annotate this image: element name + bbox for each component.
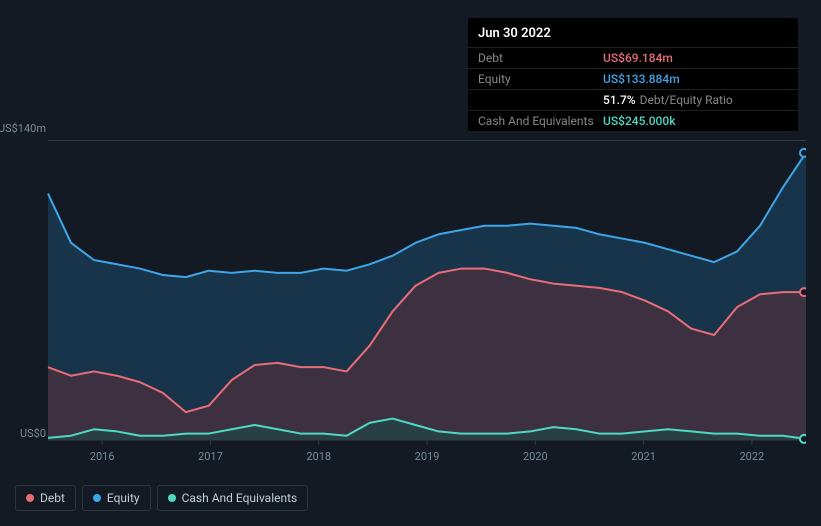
x-axis-tick: 2017 xyxy=(198,450,223,463)
tooltip-row: DebtUS$69.184m xyxy=(468,47,798,68)
legend-label: Cash And Equivalents xyxy=(182,491,298,505)
y-axis-min-label: US$0 xyxy=(0,427,46,440)
legend-dot-icon xyxy=(168,494,176,502)
gridline-top xyxy=(48,140,806,141)
tooltip-title: Jun 30 2022 xyxy=(468,24,798,47)
tooltip-row: 51.7% Debt/Equity Ratio xyxy=(468,89,798,110)
legend-item[interactable]: Debt xyxy=(15,485,76,511)
legend-item[interactable]: Cash And Equivalents xyxy=(157,485,309,511)
legend-label: Equity xyxy=(107,491,140,505)
chart-legend: Debt Equity Cash And Equivalents xyxy=(15,485,308,511)
legend-item[interactable]: Equity xyxy=(82,485,151,511)
tooltip-value: US$133.884m xyxy=(603,72,680,86)
x-axis-tick: 2018 xyxy=(306,450,331,463)
x-axis-tick: 2021 xyxy=(631,450,656,463)
chart-area: US$140m US$0 201620172018201920202021202… xyxy=(15,120,806,465)
area-chart-svg xyxy=(15,120,806,450)
tooltip-subvalue: Debt/Equity Ratio xyxy=(640,93,733,107)
x-axis-tick: 2022 xyxy=(739,450,764,463)
x-axis-tick: 2019 xyxy=(415,450,440,463)
tooltip-value: US$69.184m xyxy=(603,51,673,65)
legend-label: Debt xyxy=(40,491,65,505)
tooltip-row: EquityUS$133.884m xyxy=(468,68,798,89)
x-axis-tick: 2020 xyxy=(523,450,548,463)
tooltip-label xyxy=(478,93,603,107)
tooltip-value: 51.7% xyxy=(603,93,636,107)
chart-tooltip: Jun 30 2022DebtUS$69.184mEquityUS$133.88… xyxy=(468,18,798,131)
tooltip-label: Equity xyxy=(478,72,603,86)
x-axis-labels: 2016 2017 2018 2019 2020 2021 2022 xyxy=(48,450,806,465)
x-axis-tick: 2016 xyxy=(90,450,115,463)
legend-dot-icon xyxy=(26,494,34,502)
y-axis-max-label: US$140m xyxy=(0,122,46,135)
tooltip-label: Debt xyxy=(478,51,603,65)
legend-dot-icon xyxy=(93,494,101,502)
